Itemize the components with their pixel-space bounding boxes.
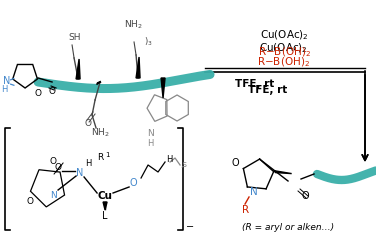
Text: N: N [3,76,11,86]
Text: N: N [147,130,153,139]
Text: L: L [102,211,108,221]
Text: ,s: ,s [180,160,187,169]
Text: R$-$B(OH)$_2$: R$-$B(OH)$_2$ [258,45,311,59]
Text: O: O [35,88,42,97]
Text: H: H [1,85,7,94]
Text: O: O [301,191,309,201]
Text: O: O [231,158,239,168]
Text: O: O [49,88,56,97]
Text: N: N [250,187,258,197]
Text: Cu: Cu [97,191,112,201]
Text: O: O [50,157,56,167]
Text: H: H [166,156,173,164]
Polygon shape [161,78,165,98]
Polygon shape [274,171,292,174]
Text: R: R [243,205,250,215]
Text: H: H [85,159,91,168]
Text: O: O [27,197,33,206]
Polygon shape [103,202,107,210]
Text: NH$_2$: NH$_2$ [124,19,143,31]
Text: 1: 1 [105,152,109,158]
Text: (R = aryl or alken…): (R = aryl or alken…) [242,223,334,232]
Text: NH$_2$: NH$_2$ [91,127,109,139]
Text: H: H [147,139,153,148]
Polygon shape [76,59,80,79]
Text: )$_3$: )$_3$ [144,36,152,48]
Text: N: N [50,190,56,199]
Text: TFE, rt: TFE, rt [235,79,274,89]
Text: R: R [97,153,103,163]
Text: Cu(OAc)$_2$: Cu(OAc)$_2$ [259,41,308,55]
Text: O: O [55,164,62,173]
Text: R$-$B(OH)$_2$: R$-$B(OH)$_2$ [256,55,309,69]
Text: O: O [129,178,137,188]
Text: TFE, rt: TFE, rt [249,85,288,95]
Text: O: O [85,118,92,127]
Text: −: − [186,222,194,232]
Text: Cu(OAc)$_2$: Cu(OAc)$_2$ [259,28,308,42]
Text: SH: SH [69,34,81,42]
Polygon shape [136,57,140,78]
Text: N: N [76,168,84,178]
